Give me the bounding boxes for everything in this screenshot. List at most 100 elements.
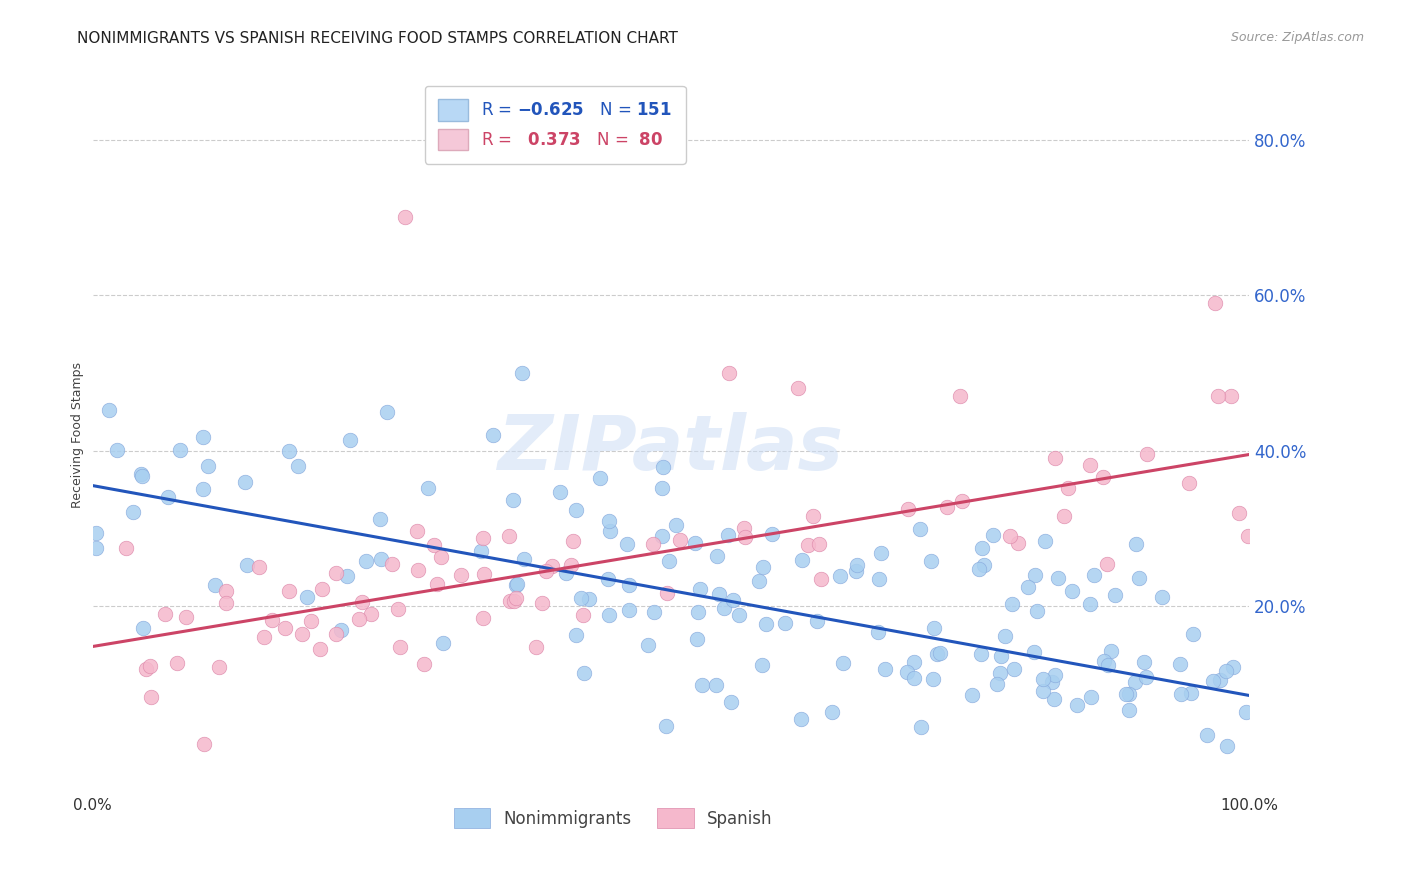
Point [354, 553, 377, 567]
Point [1136, 447, 1159, 461]
Point [1040, 674, 1063, 689]
Point [426, 577, 449, 591]
Point [105, 443, 128, 458]
Point [562, 534, 585, 549]
Point [97, 403, 120, 417]
Point [936, 500, 959, 515]
Point [1001, 597, 1024, 611]
Point [734, 521, 756, 535]
Point [734, 530, 756, 544]
Point [960, 688, 983, 702]
Point [299, 614, 322, 628]
Point [336, 569, 359, 583]
Point [845, 564, 868, 578]
Point [233, 475, 256, 489]
Point [655, 719, 678, 733]
Point [502, 594, 524, 608]
Point [657, 554, 679, 568]
Point [499, 594, 522, 608]
Point [1095, 557, 1118, 571]
Point [84, 525, 107, 540]
Point [775, 615, 797, 630]
Point [139, 690, 162, 705]
Point [215, 584, 238, 599]
Point [986, 676, 1008, 690]
Point [550, 485, 572, 500]
Point [153, 607, 176, 621]
Point [471, 611, 494, 625]
Text: Source: ZipAtlas.com: Source: ZipAtlas.com [1230, 31, 1364, 45]
Point [555, 566, 578, 581]
Point [1104, 588, 1126, 602]
Point [1043, 450, 1066, 465]
Point [689, 582, 711, 597]
Point [1043, 692, 1066, 706]
Point [1125, 536, 1147, 550]
Point [405, 524, 427, 538]
Point [541, 559, 564, 574]
Point [502, 492, 524, 507]
Point [253, 630, 276, 644]
Point [291, 627, 314, 641]
Point [197, 459, 219, 474]
Point [375, 405, 398, 419]
Point [278, 583, 301, 598]
Point [707, 587, 730, 601]
Text: NONIMMIGRANTS VS SPANISH RECEIVING FOOD STAMPS CORRELATION CHART: NONIMMIGRANTS VS SPANISH RECEIVING FOOD … [77, 31, 678, 46]
Point [1197, 728, 1219, 742]
Point [761, 527, 783, 541]
Point [406, 563, 429, 577]
Point [908, 522, 931, 536]
Point [1209, 673, 1232, 687]
Point [1022, 645, 1045, 659]
Point [973, 558, 995, 572]
Point [897, 502, 920, 516]
Point [578, 591, 600, 606]
Point [1118, 687, 1140, 701]
Point [787, 381, 810, 395]
Point [1024, 567, 1046, 582]
Point [910, 720, 932, 734]
Point [1060, 584, 1083, 599]
Point [720, 695, 742, 709]
Point [751, 657, 773, 672]
Point [790, 712, 813, 726]
Point [990, 648, 1012, 663]
Point [413, 657, 436, 672]
Point [193, 737, 215, 751]
Point [1123, 674, 1146, 689]
Point [498, 529, 520, 543]
Point [1097, 658, 1119, 673]
Point [1152, 590, 1174, 604]
Point [1220, 389, 1243, 403]
Point [506, 576, 529, 591]
Point [450, 567, 472, 582]
Point [418, 481, 440, 495]
Point [949, 389, 972, 403]
Point [274, 621, 297, 635]
Point [619, 603, 641, 617]
Point [347, 611, 370, 625]
Point [832, 656, 855, 670]
Point [1234, 705, 1257, 719]
Point [260, 613, 283, 627]
Point [868, 624, 890, 639]
Point [1180, 686, 1202, 700]
Point [643, 537, 665, 551]
Point [598, 572, 620, 586]
Legend: Nonimmigrants, Spanish: Nonimmigrants, Spanish [447, 802, 779, 834]
Point [524, 640, 547, 655]
Point [387, 602, 409, 616]
Point [325, 627, 347, 641]
Point [713, 601, 735, 615]
Point [669, 533, 692, 548]
Point [1215, 665, 1237, 679]
Point [1092, 470, 1115, 484]
Point [810, 573, 832, 587]
Point [598, 607, 620, 622]
Point [1135, 670, 1157, 684]
Point [1222, 659, 1244, 673]
Point [1066, 698, 1088, 712]
Point [616, 537, 638, 551]
Point [643, 605, 665, 619]
